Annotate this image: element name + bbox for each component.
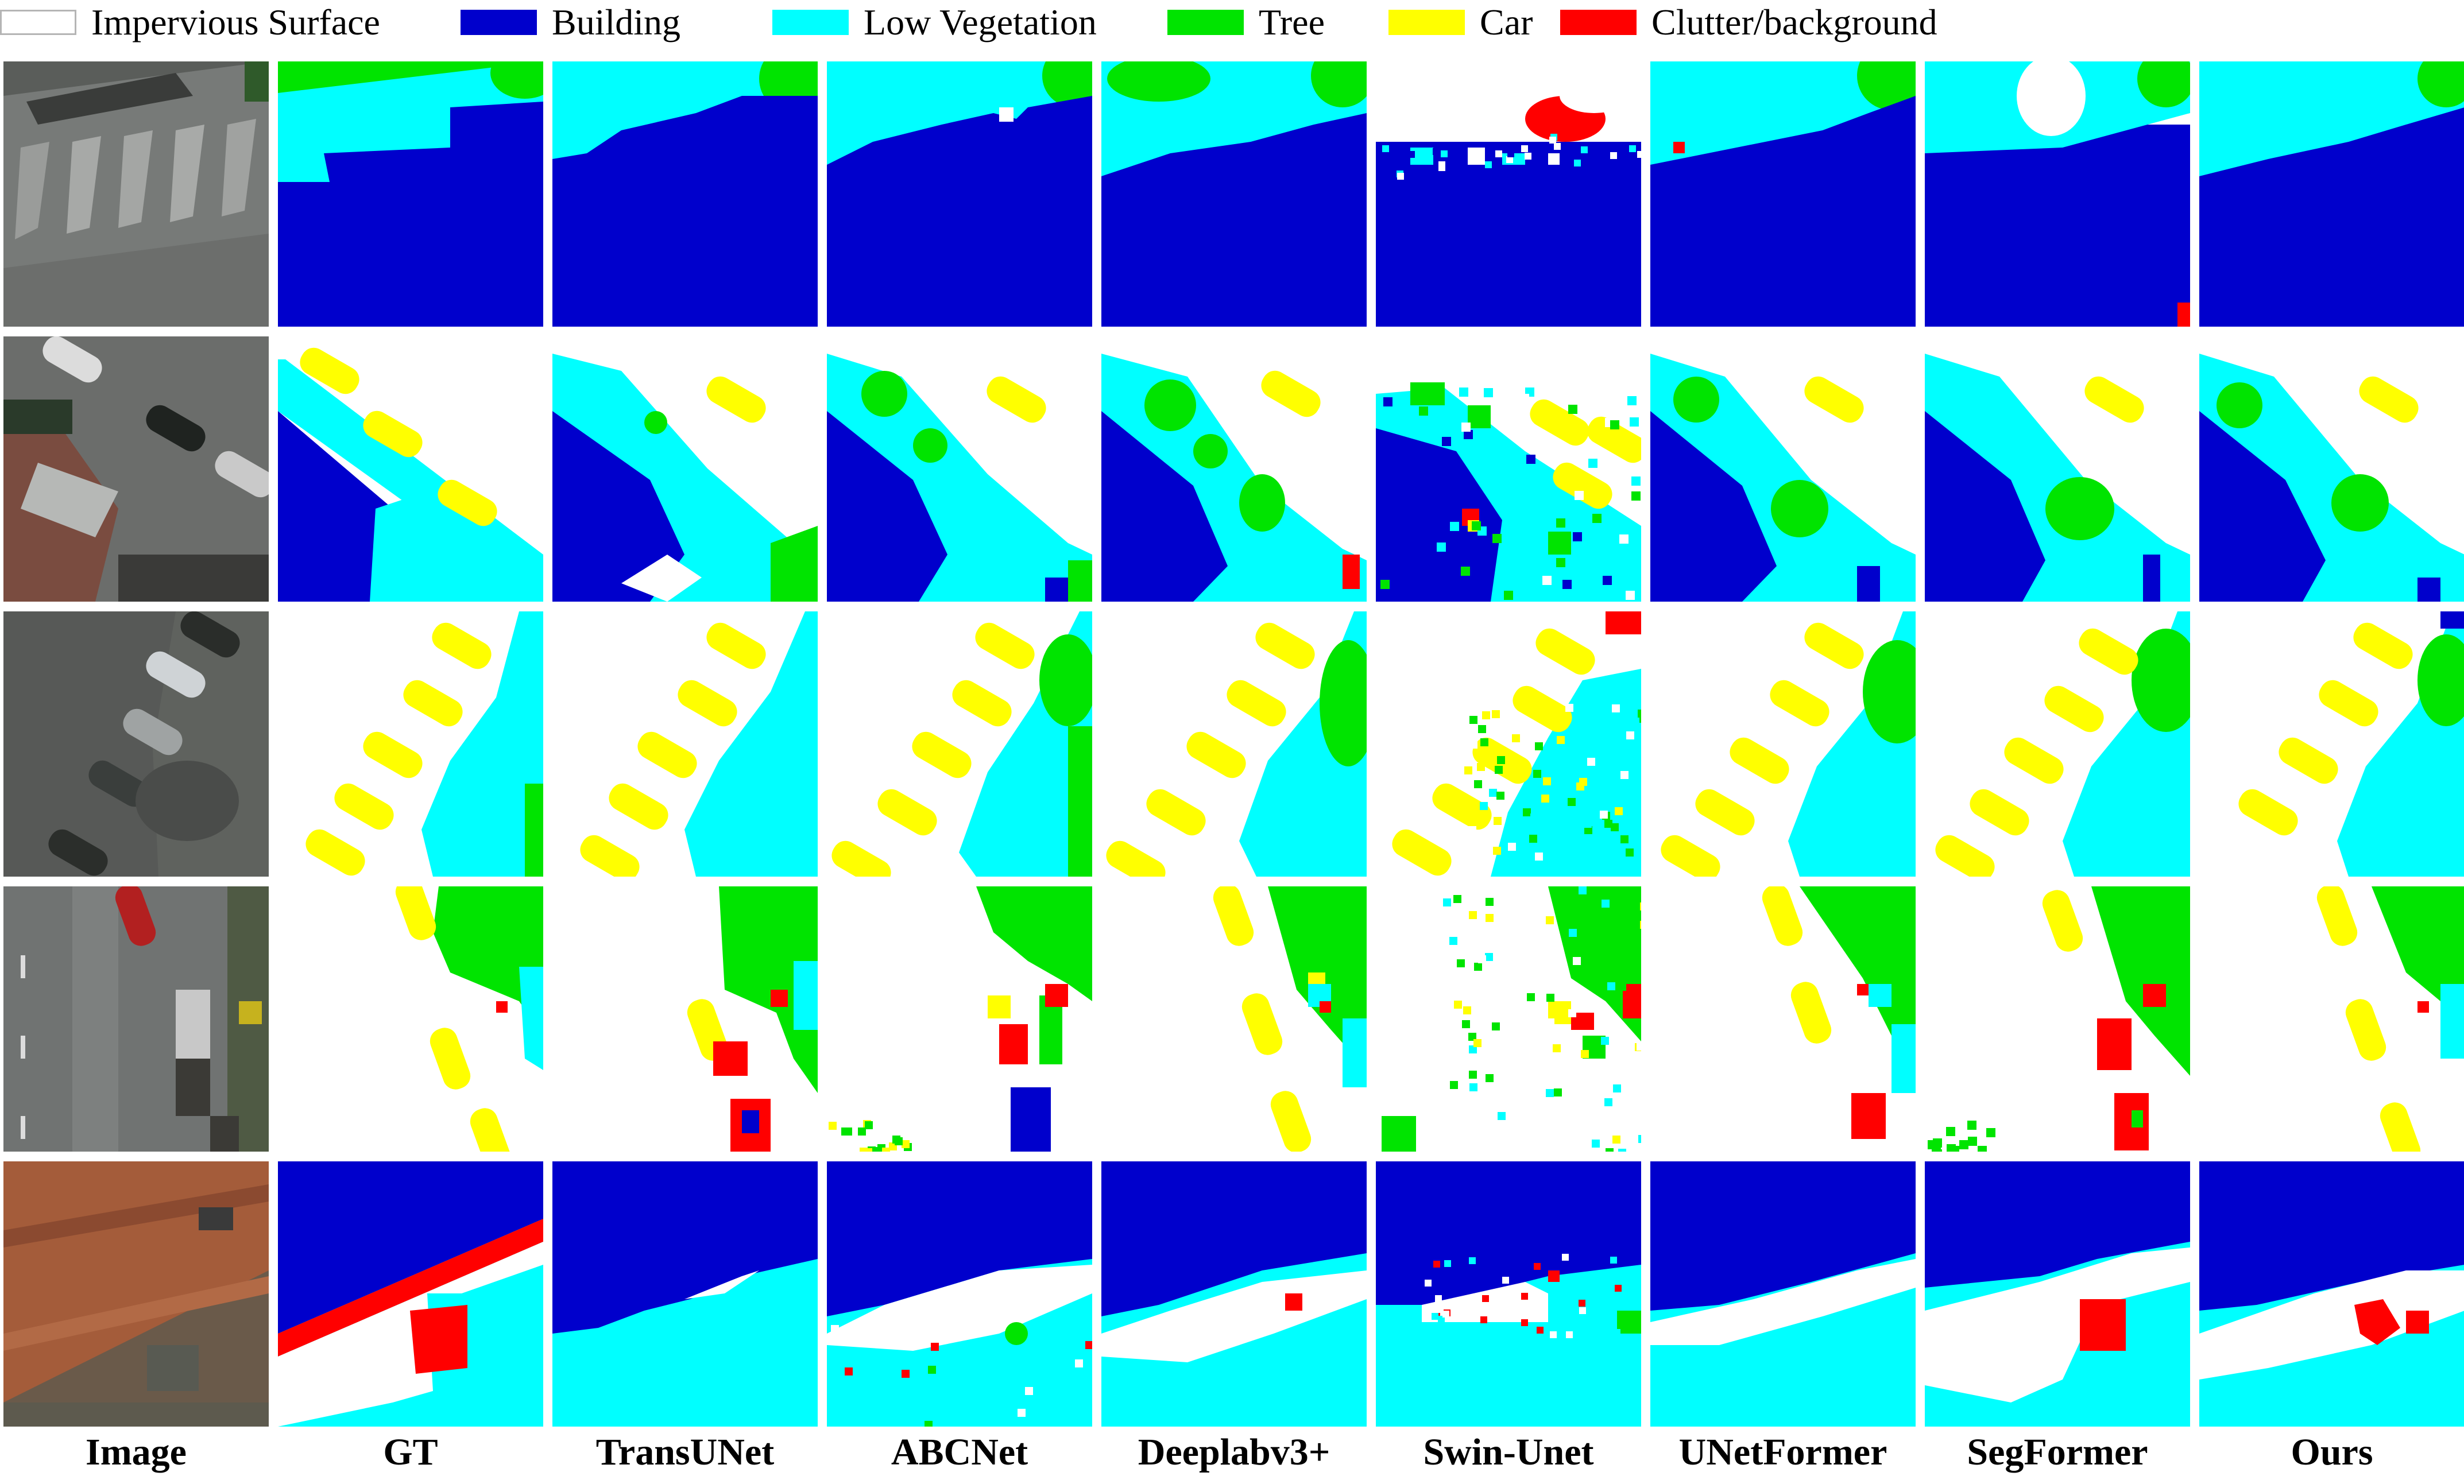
segmentation-map-abcnet-row-3 <box>827 611 1092 877</box>
legend-label: Clutter/background <box>1651 2 1937 42</box>
segmentation-map-abcnet-row-2 <box>827 336 1092 602</box>
segmentation-map-unetformer-row-3 <box>1650 611 1916 877</box>
segmentation-map-swin-unet-row-4 <box>1376 886 1641 1152</box>
segmentation-map-gt-row-4 <box>278 886 543 1152</box>
segmentation-map-ours-row-5 <box>2199 1161 2464 1427</box>
segmentation-map-gt-row-5 <box>278 1161 543 1427</box>
segmentation-map-segformer-row-2 <box>1925 336 2190 602</box>
segmentation-map-transunet-row-5 <box>552 1161 818 1427</box>
column-label-deeplabv3: Deeplabv3+ <box>1138 1431 1330 1473</box>
segmentation-map-deeplabv3-row-5 <box>1101 1161 1367 1427</box>
segmentation-map-swin-unet-row-5 <box>1376 1161 1641 1427</box>
legend-item-low-vegetation: Low Vegetation <box>772 2 1097 42</box>
column-label-gt: GT <box>383 1431 438 1473</box>
segmentation-map-segformer-row-5 <box>1925 1161 2190 1427</box>
segmentation-map-abcnet-row-4 <box>827 886 1092 1152</box>
segmentation-map-swin-unet-row-2 <box>1376 336 1641 602</box>
car-swatch <box>1388 10 1465 35</box>
column-label-unetformer: UNetFormer <box>1678 1431 1887 1473</box>
segmentation-map-swin-unet-row-3 <box>1376 611 1641 877</box>
legend-label: Low Vegetation <box>864 2 1097 42</box>
legend-label: Car <box>1480 2 1533 42</box>
segmentation-map-transunet-row-2 <box>552 336 818 602</box>
segmentation-map-deeplabv3-row-1 <box>1101 61 1367 327</box>
aerial-image-row-4 <box>3 886 269 1152</box>
segmentation-map-gt-row-2 <box>278 336 543 602</box>
legend-label: Impervious Surface <box>91 2 380 42</box>
segmentation-map-deeplabv3-row-4 <box>1101 886 1367 1152</box>
segmentation-map-ours-row-2 <box>2199 336 2464 602</box>
segmentation-map-transunet-row-3 <box>552 611 818 877</box>
clutter-swatch <box>1560 10 1637 35</box>
class-legend: Impervious Surface Building Low Vegetati… <box>0 0 2464 46</box>
column-label-swin-unet: Swin-Unet <box>1423 1431 1594 1473</box>
aerial-image-row-3 <box>3 611 269 877</box>
column-label-transunet: TransUNet <box>595 1431 775 1473</box>
aerial-image-row-1 <box>3 61 269 327</box>
segmentation-map-segformer-row-1 <box>1925 61 2190 327</box>
segmentation-map-ours-row-4 <box>2199 886 2464 1152</box>
segmentation-map-deeplabv3-row-2 <box>1101 336 1367 602</box>
impervious-swatch <box>0 10 76 35</box>
segmentation-map-segformer-row-3 <box>1925 611 2190 877</box>
legend-item-impervious: Impervious Surface <box>0 2 380 42</box>
segmentation-map-unetformer-row-2 <box>1650 336 1916 602</box>
building-swatch <box>461 10 537 35</box>
legend-item-building: Building <box>461 2 680 42</box>
segmentation-map-unetformer-row-4 <box>1650 886 1916 1152</box>
column-label-image: Image <box>86 1431 187 1473</box>
segmentation-map-gt-row-1 <box>278 61 543 327</box>
segmentation-map-gt-row-3 <box>278 611 543 877</box>
legend-item-tree: Tree <box>1167 2 1325 42</box>
segmentation-map-unetformer-row-1 <box>1650 61 1916 327</box>
legend-item-car: Car <box>1388 2 1533 42</box>
column-label-segformer: SegFormer <box>1967 1431 2148 1473</box>
segmentation-map-unetformer-row-5 <box>1650 1161 1916 1427</box>
segmentation-map-deeplabv3-row-3 <box>1101 611 1367 877</box>
segmentation-map-abcnet-row-1 <box>827 61 1092 327</box>
column-label-ours: Ours <box>2291 1431 2373 1473</box>
legend-label: Building <box>552 2 681 42</box>
legend-label: Tree <box>1259 2 1325 42</box>
aerial-image-row-2 <box>3 336 269 602</box>
column-label-abcnet: ABCNet <box>891 1431 1028 1473</box>
tree-swatch <box>1167 10 1244 35</box>
aerial-image-row-5 <box>3 1161 269 1427</box>
segmentation-map-segformer-row-4 <box>1925 886 2190 1152</box>
legend-item-clutter: Clutter/background <box>1560 2 1937 42</box>
low-vegetation-swatch <box>772 10 849 35</box>
segmentation-map-abcnet-row-5 <box>827 1161 1092 1427</box>
segmentation-map-swin-unet-row-1 <box>1376 61 1641 327</box>
segmentation-map-ours-row-3 <box>2199 611 2464 877</box>
segmentation-map-ours-row-1 <box>2199 61 2464 327</box>
segmentation-map-transunet-row-1 <box>552 61 818 327</box>
segmentation-map-transunet-row-4 <box>552 886 818 1152</box>
